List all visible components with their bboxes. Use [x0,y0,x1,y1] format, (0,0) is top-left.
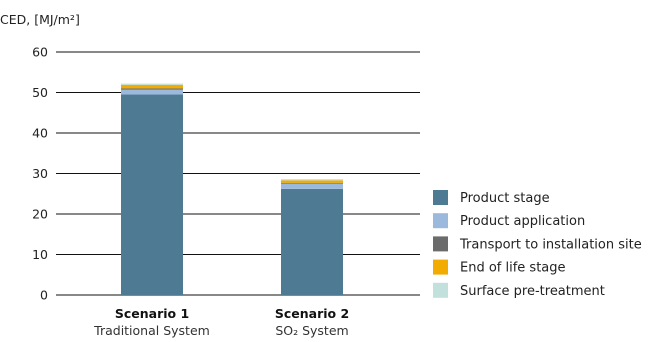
bar-segment-product-stage-2 [281,188,343,295]
legend: Product stage Product application Transpor… [433,190,642,299]
y-tick-label: 50 [32,85,48,100]
bar-stacks [121,83,343,296]
y-tick-label: 0 [40,288,48,303]
category-name: Scenario 1 [115,306,189,321]
legend-label: Product stage [460,191,550,206]
y-tick-label: 10 [32,247,48,262]
y-axis-label: CED, [MJ/m²] [0,12,80,27]
bar-segment-surface-pre-treatment-1 [121,83,183,85]
legend-label: Transport to installation site [459,237,642,252]
legend-label: Surface pre-treatment [460,284,605,299]
y-tick-label: 30 [32,166,48,181]
bar-segment-transport-to-installation-site-2 [281,182,343,184]
bar-segment-end-of-life-stage-1 [121,84,183,89]
legend-swatch [433,282,448,298]
legend-swatch [433,213,448,229]
y-tick-label: 20 [32,207,48,222]
bar-segment-product-application-2 [281,183,343,189]
y-tick-label: 60 [32,45,48,60]
category-labels: Scenario 1 Traditional System Scenario 2 SO… [93,306,349,338]
bar-segment-end-of-life-stage-2 [281,180,343,183]
bar-segment-product-stage-1 [121,94,183,296]
bar-segment-product-application-1 [121,89,183,95]
legend-swatch [433,190,448,205]
y-tick-labels: 0 10 20 30 40 50 60 [32,45,48,303]
bar-segment-transport-to-installation-site-1 [121,88,183,90]
legend-swatch [433,236,448,252]
category-subtitle: Traditional System [93,323,210,338]
legend-label: Product application [460,214,585,229]
legend-swatch [433,259,448,275]
legend-label: End of life stage [460,261,566,276]
gridlines [56,51,420,296]
category-subtitle: SO₂ System [275,323,348,338]
category-name: Scenario 2 [275,306,349,321]
y-tick-label: 40 [32,126,48,141]
bar-segment-surface-pre-treatment-2 [281,179,343,181]
